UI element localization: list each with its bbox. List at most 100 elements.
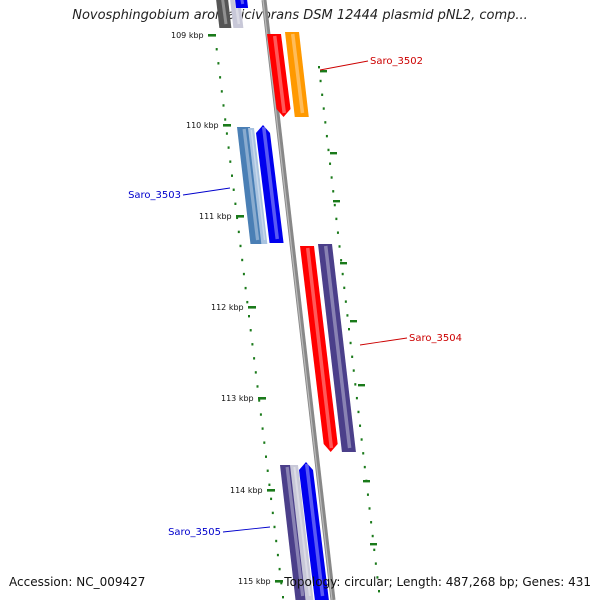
- ruler-dot: [258, 399, 261, 402]
- gene-leader-line: [182, 187, 231, 196]
- gene-bar: [300, 246, 338, 452]
- outer-dot: [376, 576, 379, 579]
- gene-bar-shine: [290, 33, 305, 114]
- outer-dot: [318, 66, 320, 69]
- gene-bar: [285, 32, 309, 117]
- ruler-dot: [268, 483, 271, 486]
- ruler-dot: [227, 146, 230, 149]
- outer-tick: [363, 480, 370, 483]
- kbp-label: 109 kbp: [171, 31, 204, 40]
- ruler-dot: [278, 567, 281, 571]
- gene-bar: [256, 125, 284, 243]
- outer-dot: [373, 548, 376, 552]
- outer-dot: [340, 259, 343, 262]
- ruler-dot: [259, 413, 262, 416]
- ruler-dot: [220, 90, 223, 93]
- outer-tick: [340, 262, 347, 265]
- gene-bar-body: [299, 462, 329, 600]
- outer-dot: [348, 328, 350, 331]
- gene-bar-shine: [261, 126, 280, 240]
- ruler-dot: [246, 300, 249, 304]
- ruler-dot: [273, 525, 276, 529]
- outer-dot: [378, 590, 380, 593]
- outer-dot: [374, 562, 377, 565]
- kbp-tick: [248, 306, 256, 309]
- ruler-dot: [225, 132, 228, 135]
- ruler-dot: [242, 272, 245, 276]
- gene-label: Saro_3502: [370, 56, 423, 67]
- gene-leader-line: [319, 60, 369, 71]
- ruler-dot: [241, 258, 244, 262]
- ruler-dot: [236, 216, 239, 220]
- ruler-dot: [280, 581, 283, 585]
- map-title: Novosphingobium aromaticivorans DSM 1244…: [72, 8, 528, 23]
- gene-bar-body: [290, 465, 314, 600]
- kbp-label: 115 kbp: [238, 577, 271, 586]
- outer-dot: [336, 231, 339, 234]
- gene-bar-shine: [323, 245, 352, 449]
- ruler-dot: [239, 244, 242, 248]
- gene-bar-shine: [240, 0, 245, 5]
- ruler-dot: [282, 596, 284, 599]
- ruler-dot: [215, 48, 218, 51]
- outer-tick: [330, 152, 337, 155]
- kbp-label: 110 kbp: [186, 121, 219, 130]
- outer-dot: [338, 245, 341, 248]
- ruler-dot: [271, 511, 274, 515]
- gene-bar-shine: [304, 463, 325, 597]
- outer-tick: [333, 200, 340, 203]
- kbp-label: 114 kbp: [230, 486, 263, 495]
- ruler-dot: [222, 104, 225, 107]
- ruler-dot: [248, 315, 250, 318]
- outer-dot: [327, 148, 330, 152]
- gene-label: Saro_3504: [409, 333, 462, 344]
- gene-bar-body: [237, 127, 264, 244]
- ruler-dot: [244, 286, 247, 290]
- kbp-label: 113 kbp: [221, 394, 254, 403]
- kbp-tick: [208, 34, 216, 37]
- outer-dot: [366, 493, 369, 496]
- ruler-dot: [253, 357, 256, 360]
- gene-bar-body: [248, 128, 268, 244]
- outer-dot: [357, 410, 360, 414]
- gene-bar-shine: [293, 466, 311, 597]
- outer-dot: [332, 190, 335, 193]
- summary-text: Topology: circular; Length: 487,268 bp; …: [284, 575, 591, 589]
- gene-leader-line: [359, 337, 408, 346]
- ruler-dot: [275, 539, 278, 543]
- kbp-label: 111 kbp: [199, 212, 232, 221]
- outer-dot: [362, 452, 365, 455]
- gene-bar-body: [300, 246, 338, 452]
- outer-dot: [343, 286, 346, 290]
- kbp-tick: [236, 215, 244, 218]
- ruler-dot: [270, 497, 273, 501]
- ruler-dot: [276, 553, 279, 557]
- ruler-dot: [224, 118, 227, 121]
- outer-dot: [355, 396, 358, 400]
- ruler-dot: [256, 385, 259, 388]
- kbp-tick: [258, 397, 266, 400]
- outer-tick: [370, 543, 377, 546]
- gene-bar-shine: [250, 129, 266, 241]
- gene-bar-body: [318, 244, 356, 452]
- outer-dot: [341, 272, 344, 276]
- gene-bar-shine: [221, 0, 228, 25]
- outer-dot: [321, 93, 324, 96]
- gene-bar: [267, 34, 291, 117]
- outer-dot: [333, 203, 336, 207]
- outer-dot: [329, 162, 332, 165]
- gene-bar-body: [280, 465, 309, 600]
- outer-dot: [335, 217, 338, 221]
- gene-bar: [290, 465, 314, 600]
- gene-bar: [248, 128, 268, 244]
- ruler-dot: [237, 230, 240, 234]
- outer-dot: [371, 534, 374, 538]
- ruler-dot: [219, 76, 222, 79]
- gene-bar: [318, 244, 356, 452]
- gene-bar-body: [216, 0, 232, 28]
- ruler-dot: [232, 188, 235, 191]
- kbp-tick: [223, 124, 231, 127]
- ruler-dot: [217, 62, 220, 65]
- gene-bar-shine: [285, 466, 305, 597]
- kbp-tick: [275, 580, 283, 583]
